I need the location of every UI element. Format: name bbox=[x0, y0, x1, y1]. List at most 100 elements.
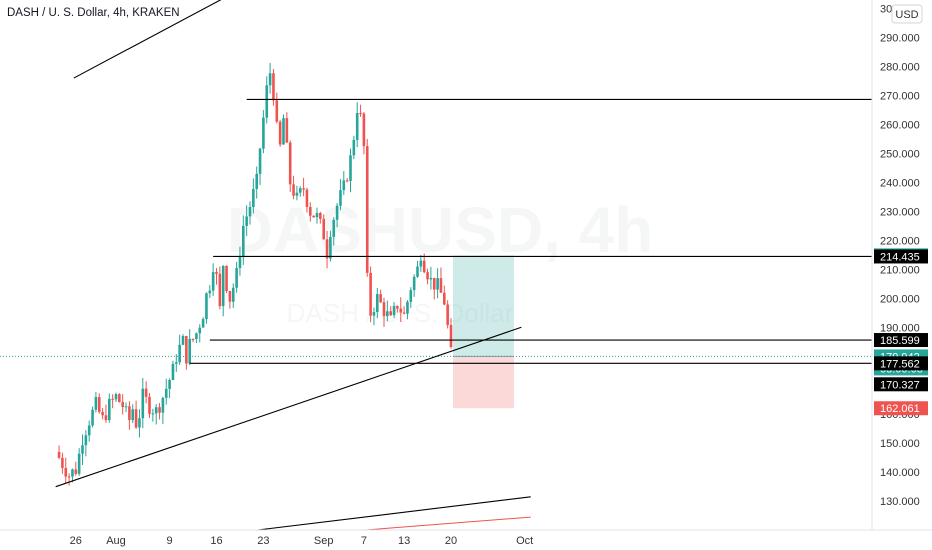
candle bbox=[235, 261, 238, 293]
candle bbox=[339, 179, 342, 211]
price-tags: 214.817214.435185.599179.94203:00:08177.… bbox=[874, 248, 928, 416]
candle bbox=[148, 393, 151, 418]
candle bbox=[312, 215, 315, 218]
candle bbox=[171, 360, 175, 381]
candle bbox=[436, 268, 439, 299]
candle bbox=[201, 317, 205, 328]
candle bbox=[151, 408, 155, 422]
candle bbox=[238, 246, 242, 276]
candle bbox=[272, 68, 275, 106]
candle bbox=[205, 292, 208, 324]
candle bbox=[396, 305, 399, 313]
candle bbox=[71, 468, 74, 483]
candle bbox=[118, 393, 121, 403]
candle bbox=[128, 401, 131, 430]
candle bbox=[252, 178, 255, 214]
price-tag-label: 214.435 bbox=[880, 251, 920, 263]
price-tag-label: 162.061 bbox=[880, 403, 920, 415]
candle bbox=[121, 394, 124, 415]
candle bbox=[386, 300, 389, 322]
candle bbox=[164, 378, 168, 405]
candle bbox=[439, 267, 443, 293]
candle bbox=[369, 266, 372, 323]
candle bbox=[138, 409, 141, 438]
candle bbox=[402, 306, 406, 315]
price-tick-label: 250.000 bbox=[880, 148, 920, 160]
candle bbox=[215, 268, 218, 285]
currency-button[interactable]: USD bbox=[891, 4, 923, 24]
candle bbox=[352, 135, 356, 160]
candle bbox=[195, 332, 198, 344]
candle bbox=[319, 211, 322, 224]
candle bbox=[57, 445, 61, 460]
time-axis[interactable]: 26 Aug 9 16 23 Sep 7 13 20 Oct bbox=[70, 535, 534, 547]
price-tick-label: 190.000 bbox=[880, 322, 920, 334]
candle bbox=[221, 265, 225, 317]
candle bbox=[372, 307, 376, 326]
stop-zone[interactable] bbox=[453, 356, 514, 409]
candle bbox=[365, 139, 369, 277]
time-tick-label: Aug bbox=[106, 535, 126, 547]
candle bbox=[349, 148, 352, 193]
price-tag: 214.435 bbox=[874, 249, 928, 264]
candle bbox=[225, 265, 228, 294]
candle bbox=[87, 420, 91, 442]
trendline[interactable] bbox=[256, 496, 531, 531]
price-tick-label: 150.000 bbox=[880, 438, 920, 450]
price-tag: 170.327 bbox=[874, 377, 928, 392]
candle bbox=[61, 452, 64, 474]
time-tick-label: 7 bbox=[361, 535, 367, 547]
price-tag-label: 185.599 bbox=[880, 335, 920, 347]
trendline[interactable] bbox=[73, 0, 390, 79]
candle bbox=[322, 214, 325, 240]
candle bbox=[446, 300, 449, 329]
candle bbox=[285, 112, 289, 143]
candle bbox=[81, 434, 84, 465]
red-trendline[interactable] bbox=[363, 516, 531, 531]
candles bbox=[57, 63, 453, 486]
candle bbox=[295, 185, 299, 201]
candle bbox=[67, 473, 71, 486]
trendline[interactable] bbox=[55, 326, 522, 488]
candle bbox=[245, 205, 248, 237]
price-tag-label: 177.562 bbox=[880, 358, 920, 370]
candle bbox=[158, 403, 161, 420]
time-tick-label: Oct bbox=[516, 535, 533, 547]
candle bbox=[175, 354, 178, 372]
candle bbox=[141, 377, 145, 429]
candle bbox=[94, 391, 98, 413]
price-tick-label: 290.000 bbox=[880, 32, 920, 44]
candle bbox=[325, 230, 329, 269]
candle bbox=[124, 402, 128, 413]
candle bbox=[292, 175, 295, 200]
candle bbox=[419, 254, 423, 272]
long-position-tool[interactable] bbox=[0, 255, 872, 409]
price-tag: 162.061 bbox=[874, 401, 928, 416]
time-tick-label: 20 bbox=[445, 535, 457, 547]
price-tick-label: 210.000 bbox=[880, 264, 920, 276]
price-tick-label: 270.000 bbox=[880, 90, 920, 102]
candle bbox=[228, 290, 232, 309]
candle bbox=[101, 407, 104, 420]
candle bbox=[315, 207, 319, 224]
candle bbox=[108, 393, 111, 423]
candle bbox=[185, 335, 188, 370]
candle bbox=[74, 461, 78, 476]
candle bbox=[309, 202, 312, 222]
candle bbox=[255, 166, 258, 199]
candle bbox=[412, 274, 416, 297]
candle bbox=[379, 289, 382, 304]
price-tick-label: 280.000 bbox=[880, 61, 920, 73]
candle bbox=[191, 338, 195, 343]
time-tick-label: 9 bbox=[167, 535, 173, 547]
price-tag: 177.562 bbox=[874, 356, 928, 371]
candle bbox=[208, 285, 212, 299]
drawings[interactable] bbox=[55, 0, 872, 531]
candle bbox=[382, 297, 386, 327]
candle bbox=[131, 404, 135, 424]
price-tick-label: 240.000 bbox=[880, 177, 920, 189]
candle bbox=[84, 430, 88, 457]
target-zone[interactable] bbox=[453, 255, 514, 357]
